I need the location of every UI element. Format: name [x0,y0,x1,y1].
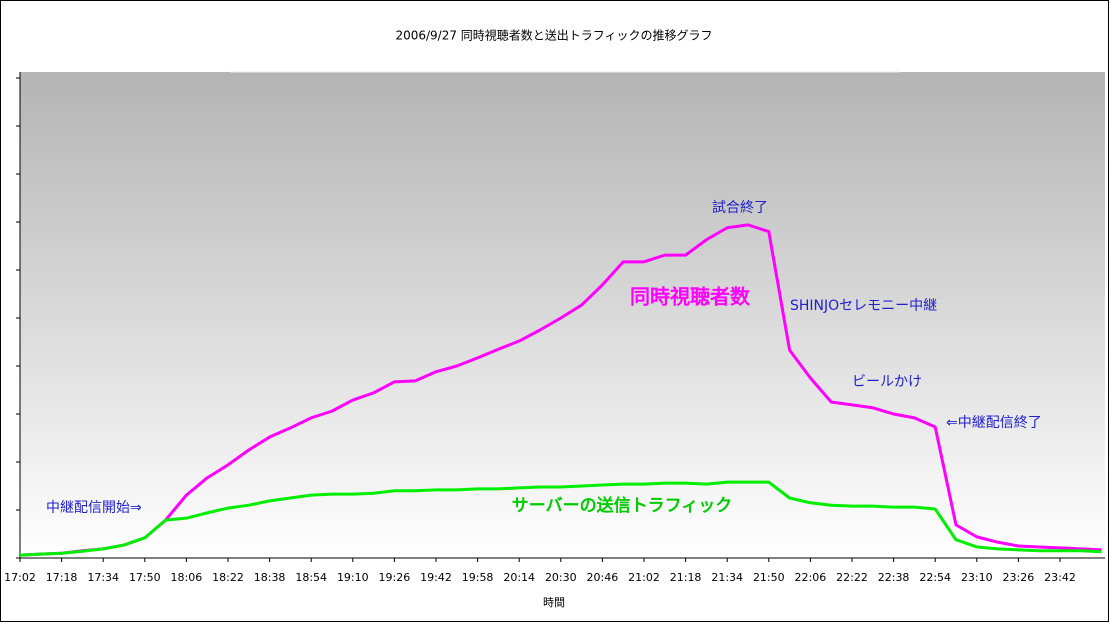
x-tick-label: 20:30 [545,571,577,584]
x-axis-label: 時間 [543,596,565,609]
x-tick-label: 19:10 [337,571,369,584]
annotation: 試合終了 [712,200,768,216]
chart-title: 2006/9/27 同時視聴者数と送出トラフィックの推移グラフ [395,28,712,43]
annotation: ビールかけ [852,374,922,390]
x-tick-label: 17:50 [129,571,161,584]
annotation: 中継配信開始⇒ [46,500,142,516]
x-tick-label: 23:10 [961,571,993,584]
x-tick-label: 17:34 [87,571,119,584]
x-tick-label: 20:46 [587,571,619,584]
x-tick-label: 18:54 [295,571,327,584]
series-label: サーバーの送信トラフィック [512,495,733,516]
x-tick-label: 23:26 [1003,571,1035,584]
x-tick-label: 20:14 [503,571,535,584]
x-tick-label: 21:34 [711,571,743,584]
annotation: ⇐中継配信終了 [946,415,1042,431]
x-tick-label: 19:58 [462,571,494,584]
x-tick-label: 21:18 [670,571,702,584]
x-tick-label: 19:42 [420,571,452,584]
series-label: 同時視聴者数 [630,285,751,309]
series-line [19,223,1102,557]
x-tick-label: 22:22 [836,571,868,584]
series-line [19,480,1102,557]
annotation: SHINJOセレモニー中継 [790,298,937,314]
x-tick-label: 21:02 [628,571,660,584]
x-tick-label: 19:26 [379,571,411,584]
x-tick-label: 18:38 [254,571,286,584]
x-tick-label: 17:18 [46,571,78,584]
plot-area [20,72,1105,558]
x-tick-label: 23:42 [1044,571,1076,584]
x-tick-label: 17:02 [4,571,36,584]
x-tick-label: 22:06 [795,571,827,584]
x-tick-label: 22:54 [919,571,951,584]
x-tick-label: 18:06 [171,571,203,584]
x-tick-label: 22:38 [878,571,910,584]
x-tick-label: 18:22 [212,571,244,584]
x-tick-label: 21:50 [753,571,785,584]
